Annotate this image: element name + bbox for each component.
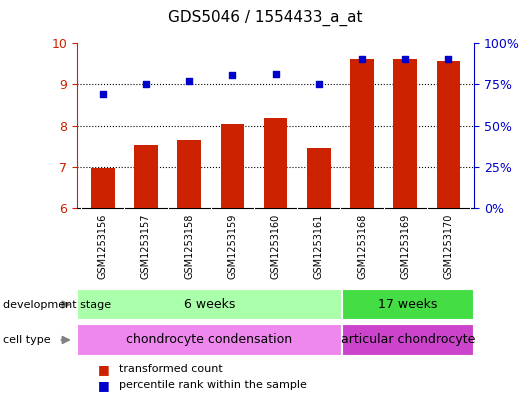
Text: transformed count: transformed count [119, 364, 223, 375]
Text: percentile rank within the sample: percentile rank within the sample [119, 380, 307, 390]
Bar [437, 61, 461, 208]
Bar [342, 324, 474, 356]
Text: 17 weeks: 17 weeks [378, 298, 438, 311]
Point [358, 56, 366, 62]
Bar [220, 124, 244, 208]
Bar [393, 59, 417, 208]
Bar [134, 145, 158, 208]
Bar [350, 59, 374, 208]
Text: GSM1253169: GSM1253169 [400, 214, 410, 279]
Bar [264, 118, 287, 208]
Text: development stage: development stage [3, 299, 111, 310]
Text: cell type: cell type [3, 335, 50, 345]
Point [185, 78, 193, 84]
Point [99, 90, 107, 97]
Text: GDS5046 / 1554433_a_at: GDS5046 / 1554433_a_at [168, 9, 362, 26]
Text: GSM1253160: GSM1253160 [271, 214, 280, 279]
Text: ■: ■ [98, 378, 110, 392]
Point [444, 56, 453, 62]
Bar [307, 148, 331, 208]
Text: GSM1253168: GSM1253168 [357, 214, 367, 279]
Text: 6 weeks: 6 weeks [184, 298, 235, 311]
Bar [178, 140, 201, 208]
Text: articular chondrocyte: articular chondrocyte [341, 333, 475, 347]
Text: GSM1253156: GSM1253156 [98, 214, 108, 279]
Point [228, 72, 236, 79]
Bar [91, 168, 114, 208]
Bar [77, 289, 342, 320]
Text: ■: ■ [98, 363, 110, 376]
Text: GSM1253157: GSM1253157 [141, 214, 151, 279]
Bar [342, 289, 474, 320]
Text: GSM1253161: GSM1253161 [314, 214, 324, 279]
Bar [77, 324, 342, 356]
Text: chondrocyte condensation: chondrocyte condensation [126, 333, 293, 347]
Point [315, 81, 323, 88]
Point [271, 71, 280, 77]
Text: GSM1253158: GSM1253158 [184, 214, 194, 279]
Point [142, 81, 150, 87]
Point [401, 56, 410, 62]
Text: GSM1253170: GSM1253170 [444, 214, 454, 279]
Text: GSM1253159: GSM1253159 [227, 214, 237, 279]
